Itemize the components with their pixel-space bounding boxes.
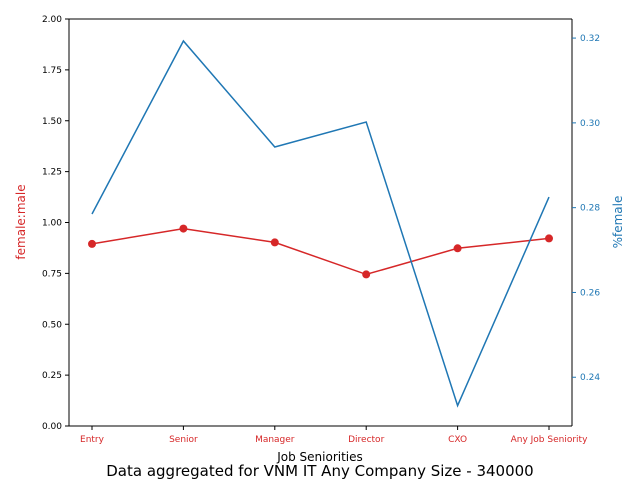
right-y-axis-label: %female <box>611 196 625 249</box>
right-tick-label-2: 0.28 <box>580 204 600 214</box>
x-axis-label: Job Seniorities <box>276 450 363 464</box>
female-male-ratio-point-4 <box>453 244 462 253</box>
x-tick-label-5: Any Job Seniority <box>511 435 588 445</box>
x-tick-label-4: CXO <box>448 435 467 445</box>
right-tick-label-0: 0.24 <box>580 373 600 383</box>
right-tick-label-3: 0.30 <box>580 119 600 129</box>
x-tick-label-3: Director <box>348 435 384 445</box>
left-y-axis-label: female:male <box>14 184 28 259</box>
left-tick-label-0: 0.00 <box>42 422 62 432</box>
left-tick-label-8: 2.00 <box>42 15 62 25</box>
left-tick-label-3: 0.75 <box>42 269 62 279</box>
series-layer <box>88 39 553 408</box>
right-tick-label-1: 0.26 <box>580 288 600 298</box>
x-tick-label-0: Entry <box>80 435 105 445</box>
percent-female-series-line <box>91 39 550 408</box>
female-male-ratio-point-2 <box>270 238 279 247</box>
female-male-ratio-point-1 <box>179 224 188 233</box>
axes-layer: 0.00 0.25 0.50 0.75 1.00 1.25 1.50 1.75 2.00 0.24… <box>42 15 600 445</box>
left-tick-label-1: 0.25 <box>42 371 62 381</box>
left-tick-label-2: 0.50 <box>42 320 62 330</box>
left-tick-label-5: 1.25 <box>42 168 62 178</box>
plot-area <box>69 19 572 426</box>
right-tick-label-4: 0.32 <box>580 34 600 44</box>
female-male-ratio-point-3 <box>362 270 371 279</box>
female-male-ratio-point-5 <box>545 234 553 243</box>
female-male-ratio-series-line <box>91 227 550 276</box>
x-tick-label-1: Senior <box>169 435 198 445</box>
left-tick-label-6: 1.50 <box>42 117 62 127</box>
left-tick-label-4: 1.00 <box>42 219 62 229</box>
x-tick-label-2: Manager <box>255 435 295 445</box>
chart-caption: Data aggregated for VNM IT Any Company S… <box>106 462 533 480</box>
female-male-ratio-point-0 <box>88 239 96 248</box>
left-tick-label-7: 1.75 <box>42 66 62 76</box>
